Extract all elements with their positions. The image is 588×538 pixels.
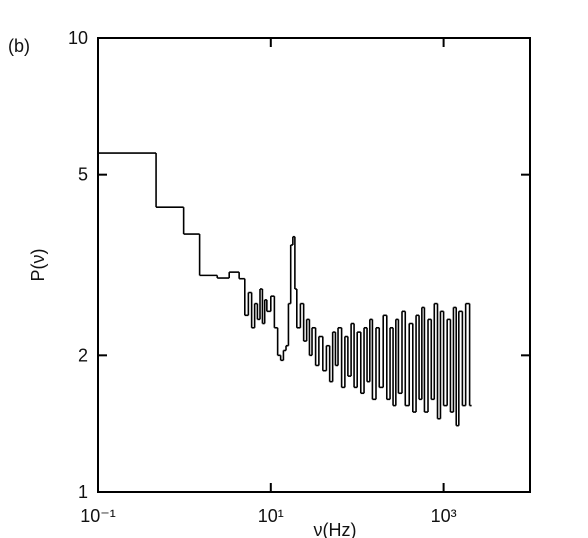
y-tick-label: 2 (78, 345, 88, 365)
x-tick-label: 10³ (431, 506, 457, 526)
y-tick-label: 1 (78, 482, 88, 502)
x-tick-label: 10⁻¹ (80, 506, 116, 526)
y-tick-label: 10 (68, 28, 88, 48)
x-axis-label: ν(Hz) (314, 520, 357, 538)
x-tick-label: 10¹ (258, 506, 284, 526)
panel-label: (b) (8, 36, 30, 56)
y-axis-label: P(ν) (28, 249, 48, 282)
y-tick-label: 5 (78, 165, 88, 185)
plot-frame (97, 37, 531, 493)
